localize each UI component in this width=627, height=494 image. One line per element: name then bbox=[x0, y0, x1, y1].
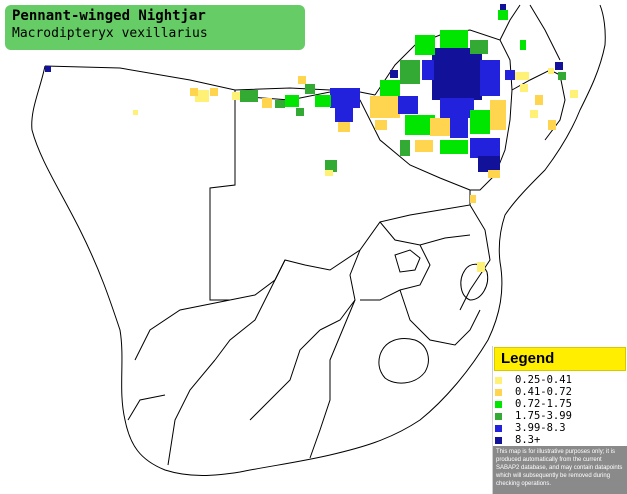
legend-label: 3.99-8.3 bbox=[515, 422, 566, 434]
legend-heading-bar: Legend bbox=[494, 347, 626, 371]
legend-swatch bbox=[495, 425, 502, 432]
legend-swatch bbox=[495, 413, 502, 420]
legend-heading: Legend bbox=[501, 350, 555, 367]
title-panel: Pennant-winged Nightjar Macrodipteryx ve… bbox=[5, 5, 305, 50]
legend-swatch bbox=[495, 377, 502, 384]
legend-swatch bbox=[495, 437, 502, 444]
distribution-cells bbox=[45, 4, 578, 272]
species-scientific-name: Macrodipteryx vexillarius bbox=[12, 26, 208, 41]
country-borders bbox=[31, 4, 606, 476]
legend-swatch bbox=[495, 401, 502, 408]
legend-swatch bbox=[495, 389, 502, 396]
legend-label: 8.3+ bbox=[515, 434, 541, 446]
legend-panel: Legend 0.25-0.41 0.41-0.72 0.72-1.75 1.7… bbox=[492, 346, 627, 494]
disclaimer-text: This map is for illustrative purposes on… bbox=[493, 446, 627, 494]
legend-label: 0.41-0.72 bbox=[515, 386, 572, 398]
legend-label: 0.25-0.41 bbox=[515, 374, 572, 386]
legend-label: 0.72-1.75 bbox=[515, 398, 572, 410]
species-common-name: Pennant-winged Nightjar bbox=[12, 8, 206, 24]
legend-label: 1.75-3.99 bbox=[515, 410, 572, 422]
